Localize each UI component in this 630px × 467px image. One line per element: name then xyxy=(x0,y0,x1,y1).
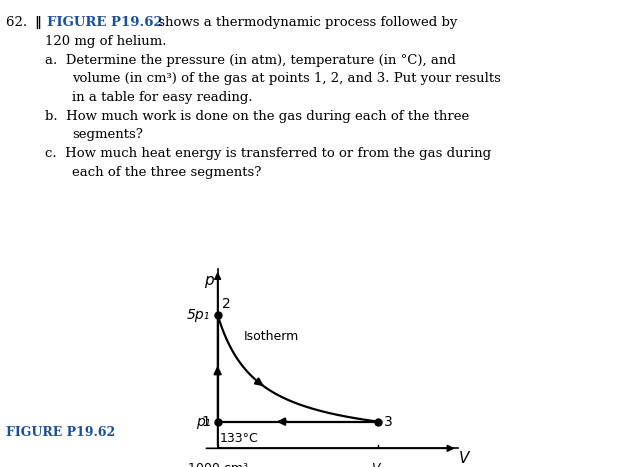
Text: a.  Determine the pressure (in atm), temperature (in °C), and: a. Determine the pressure (in atm), temp… xyxy=(45,54,456,67)
Text: V: V xyxy=(459,451,469,466)
Text: V₃: V₃ xyxy=(371,462,385,467)
Text: volume (in cm³) of the gas at points 1, 2, and 3. Put your results: volume (in cm³) of the gas at points 1, … xyxy=(72,72,501,85)
Text: 133°C: 133°C xyxy=(220,432,258,445)
Text: b.  How much work is done on the gas during each of the three: b. How much work is done on the gas duri… xyxy=(45,110,469,123)
Text: Isotherm: Isotherm xyxy=(244,330,299,343)
Text: segments?: segments? xyxy=(72,128,143,142)
Text: FIGURE P19.62: FIGURE P19.62 xyxy=(47,16,163,29)
Text: in a table for easy reading.: in a table for easy reading. xyxy=(72,91,253,104)
Text: 2: 2 xyxy=(222,297,231,311)
Text: p: p xyxy=(204,273,214,288)
Text: FIGURE P19.62: FIGURE P19.62 xyxy=(6,426,115,439)
Text: ‖: ‖ xyxy=(35,16,46,29)
Text: 62.: 62. xyxy=(6,16,32,29)
Text: p₁: p₁ xyxy=(196,415,210,429)
Text: shows a thermodynamic process followed by: shows a thermodynamic process followed b… xyxy=(154,16,458,29)
Text: each of the three segments?: each of the three segments? xyxy=(72,166,262,179)
Text: 1000 cm³: 1000 cm³ xyxy=(188,462,248,467)
Text: 120 mg of helium.: 120 mg of helium. xyxy=(45,35,167,48)
Text: 1: 1 xyxy=(202,415,210,429)
Text: 3: 3 xyxy=(384,415,392,429)
Text: 5p₁: 5p₁ xyxy=(187,308,210,322)
Text: c.  How much heat energy is transferred to or from the gas during: c. How much heat energy is transferred t… xyxy=(45,147,491,160)
